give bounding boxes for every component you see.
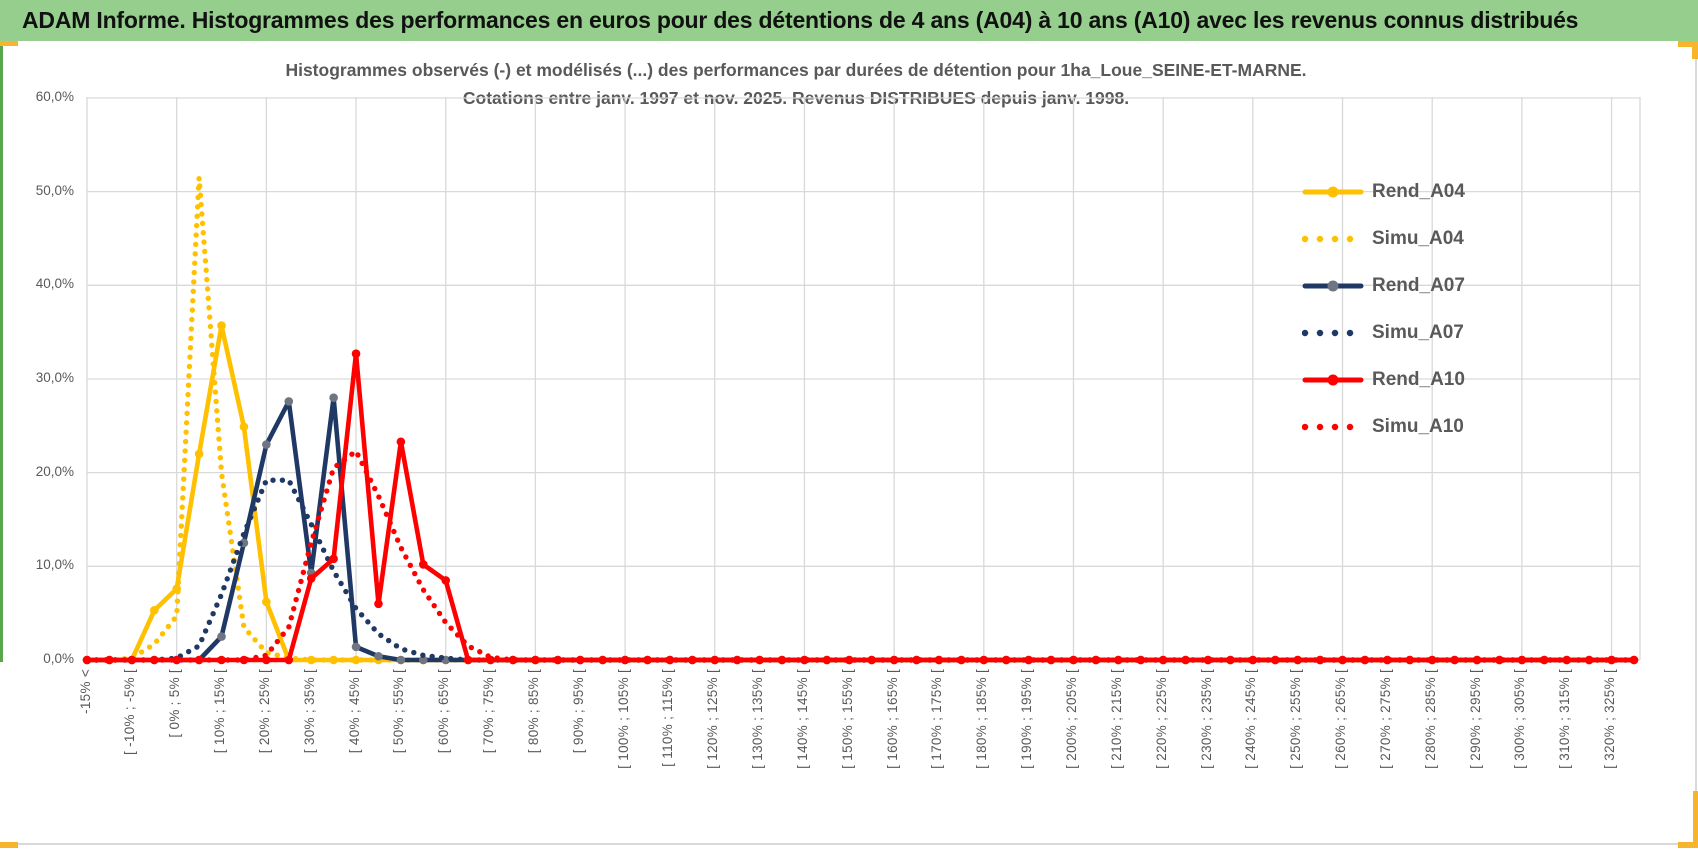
x-tick-label: [ 160% ; 165% [ xyxy=(884,669,900,769)
legend-label: Rend_A04 xyxy=(1372,180,1465,202)
x-tick-label: [ 260% ; 265% [ xyxy=(1333,669,1349,769)
legend-dotted-line-sample xyxy=(1302,235,1364,242)
x-tick-label: [ 20% ; 25% [ xyxy=(256,669,272,754)
x-tick-label: [ 300% ; 305% [ xyxy=(1512,669,1528,769)
legend-item-Simu_A07[interactable]: Simu_A07 xyxy=(1302,309,1465,356)
orange-accent-bottom-left xyxy=(0,842,18,848)
chart-legend: Rend_A04 Simu_A04 Rend_A07 Simu_A07 Rend_A10… xyxy=(1302,168,1465,450)
legend-item-Simu_A10[interactable]: Simu_A10 xyxy=(1302,403,1465,450)
orange-accent-bottom-right-v xyxy=(1693,791,1698,848)
orange-accent-bottom-right-h xyxy=(1678,842,1698,848)
y-tick-label: 60,0% xyxy=(35,88,74,104)
x-tick-label: [ 130% ; 135% [ xyxy=(750,669,766,769)
x-tick-label: [ 30% ; 35% [ xyxy=(301,669,317,754)
x-tick-label: [ 90% ; 95% [ xyxy=(570,669,586,754)
x-tick-label: [ 280% ; 285% [ xyxy=(1422,669,1438,769)
legend-solid-line-sample xyxy=(1302,280,1364,291)
x-tick-label: [ -10% ; -5% [ xyxy=(122,669,138,755)
x-tick-label: [ 120% ; 125% [ xyxy=(705,669,721,769)
legend-solid-line-sample xyxy=(1302,374,1364,385)
y-tick-label: 50,0% xyxy=(35,182,74,198)
x-tick-label: [ 220% ; 225% [ xyxy=(1153,669,1169,769)
chart-title-line1: Histogrammes observés (-) et modélisés (… xyxy=(285,60,1307,80)
x-tick-label: [ 40% ; 45% [ xyxy=(346,669,362,754)
x-tick-label: [ 100% ; 105% [ xyxy=(615,669,631,769)
y-tick-label: 0,0% xyxy=(43,651,74,666)
x-tick-label: [ 150% ; 155% [ xyxy=(839,669,855,769)
x-tick-label: [ 190% ; 195% [ xyxy=(1019,669,1035,769)
page-title: ADAM Informe. Histogrammes des performan… xyxy=(0,0,1698,41)
series-Simu_A10 xyxy=(84,448,1637,663)
legend-item-Rend_A04[interactable]: Rend_A04 xyxy=(1302,168,1465,215)
legend-dotted-line-sample xyxy=(1302,423,1364,430)
x-tick-label: [ 270% ; 275% [ xyxy=(1377,669,1393,769)
legend-label: Rend_A10 xyxy=(1372,368,1465,390)
legend-label: Simu_A07 xyxy=(1372,321,1464,343)
left-edge-green-border xyxy=(0,0,3,662)
x-tick-label: [ 240% ; 245% [ xyxy=(1243,669,1259,769)
x-tick-label: [ 200% ; 205% [ xyxy=(1063,669,1079,769)
x-tick-label: -15% < xyxy=(77,669,93,714)
legend-label: Rend_A07 xyxy=(1372,274,1465,296)
x-tick-label: [ 60% ; 65% [ xyxy=(436,669,452,754)
y-tick-label: 20,0% xyxy=(35,463,74,479)
x-tick-label: [ 230% ; 235% [ xyxy=(1198,669,1214,769)
x-tick-label: [ 180% ; 185% [ xyxy=(974,669,990,769)
x-tick-label: [ 110% ; 115% [ xyxy=(660,669,676,767)
x-tick-label: [ 0% ; 5% [ xyxy=(167,669,183,738)
x-tick-label: [ 320% ; 325% [ xyxy=(1602,669,1618,769)
legend-item-Rend_A07[interactable]: Rend_A07 xyxy=(1302,262,1465,309)
x-tick-label: [ 80% ; 85% [ xyxy=(525,669,541,754)
x-tick-label: [ 50% ; 55% [ xyxy=(391,669,407,754)
x-tick-label: [ 140% ; 145% [ xyxy=(794,669,810,769)
bottom-boundary-rule xyxy=(0,843,1698,845)
legend-dotted-line-sample xyxy=(1302,329,1364,336)
legend-item-Simu_A04[interactable]: Simu_A04 xyxy=(1302,215,1465,262)
y-tick-label: 30,0% xyxy=(35,369,74,385)
legend-solid-line-sample xyxy=(1302,186,1364,197)
legend-item-Rend_A10[interactable]: Rend_A10 xyxy=(1302,356,1465,403)
y-tick-label: 10,0% xyxy=(35,557,74,573)
x-tick-label: [ 290% ; 295% [ xyxy=(1467,669,1483,769)
orange-accent-top-right-v xyxy=(1692,41,1698,59)
orange-accent-top-left xyxy=(0,41,18,46)
right-boundary-rule xyxy=(1695,41,1697,845)
x-tick-label: [ 70% ; 75% [ xyxy=(481,669,497,754)
series-Simu_A07 xyxy=(84,477,1637,663)
x-tick-label: [ 310% ; 315% [ xyxy=(1557,669,1573,769)
x-tick-label: [ 10% ; 15% [ xyxy=(212,669,228,754)
x-tick-label: [ 210% ; 215% [ xyxy=(1108,669,1124,769)
y-tick-label: 40,0% xyxy=(35,276,74,292)
x-tick-label: [ 250% ; 255% [ xyxy=(1288,669,1304,769)
orange-accent-top-right-h xyxy=(1678,41,1698,47)
legend-label: Simu_A04 xyxy=(1372,227,1464,249)
x-tick-label: [ 170% ; 175% [ xyxy=(929,669,945,769)
legend-label: Simu_A10 xyxy=(1372,415,1464,437)
